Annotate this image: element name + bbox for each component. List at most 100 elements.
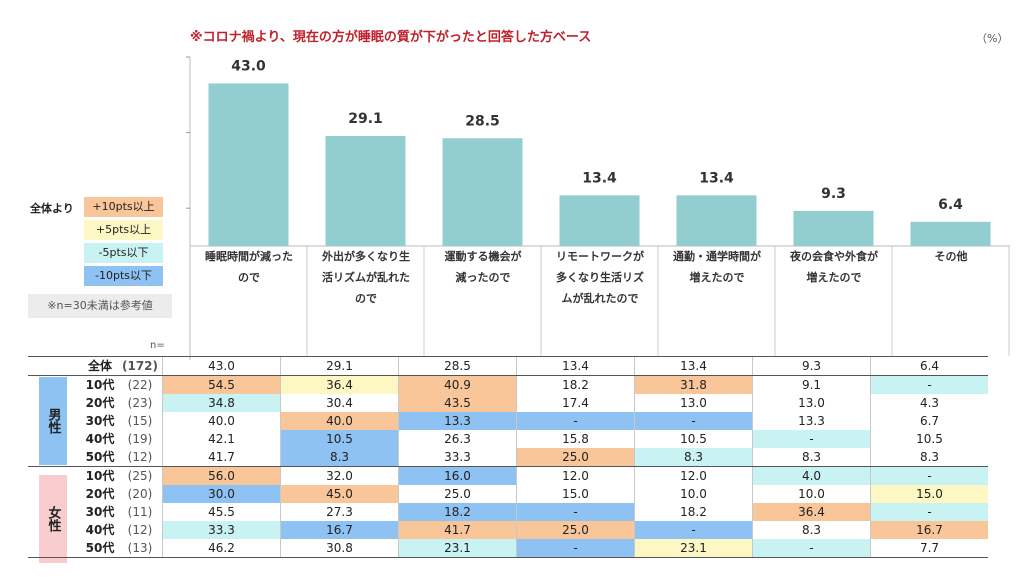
bar-value-label: 13.4 bbox=[699, 170, 734, 186]
row-age: 40代 bbox=[85, 432, 115, 446]
bar bbox=[208, 83, 289, 247]
cell-value: - bbox=[634, 412, 753, 430]
row-age: 30代 bbox=[85, 505, 115, 519]
row-age: 50代 bbox=[82, 448, 118, 467]
table-row: 10代 (22) 54.5 36.4 40.9 18.2 31.8 9.1- bbox=[28, 375, 988, 394]
bar-value-label: 9.3 bbox=[821, 186, 846, 202]
bar bbox=[442, 138, 523, 246]
category-label-line: その他 bbox=[934, 250, 968, 263]
cell-value: 45.0 bbox=[280, 485, 399, 503]
row-age: 20代 bbox=[85, 487, 115, 501]
category-label: 夜の会食や外食が 増えたので bbox=[777, 246, 891, 288]
cell-value: 8.3 bbox=[752, 448, 871, 467]
cell-value: 23.1 bbox=[634, 539, 753, 558]
cell-value: 10.0 bbox=[634, 485, 753, 503]
cell-value: 23.1 bbox=[398, 539, 517, 558]
category-label-line: 夜の会食や外食が bbox=[790, 250, 878, 263]
chart-title: ※コロナ禍より、現在の方が睡眠の質が下がったと回答した方ベース bbox=[190, 30, 592, 45]
cell-value: 13.0 bbox=[634, 394, 753, 412]
row-gap bbox=[28, 430, 82, 448]
row-n: (25) bbox=[127, 469, 153, 483]
category-label-line: ムが乱れたので bbox=[561, 292, 639, 305]
category-label-line: 多くなり生活リズ bbox=[556, 271, 644, 284]
cell-value: 10.5 bbox=[280, 430, 399, 448]
cell-value: 9.3 bbox=[752, 356, 871, 376]
bar-chart: 43.0 29.1 28.5 13.4 13.4 9.3 6.4 bbox=[186, 56, 1010, 360]
cell-value: - bbox=[752, 430, 871, 448]
row-age: 30代 bbox=[85, 414, 115, 428]
row-n: (12) bbox=[118, 448, 163, 467]
bar bbox=[793, 210, 874, 246]
cell-value: - bbox=[870, 375, 988, 394]
breakdown-table: 全体 (172) 43.0 29.1 28.5 13.4 13.4 9.3 6.4 10代 (22)… bbox=[28, 356, 988, 558]
cell-value: 31.8 bbox=[634, 375, 753, 394]
cell-value: 8.3 bbox=[634, 448, 753, 467]
row-gap bbox=[28, 394, 82, 412]
cell-value: 10.0 bbox=[752, 485, 871, 503]
bar bbox=[676, 195, 757, 246]
cell-value: - bbox=[752, 539, 871, 558]
cell-value: - bbox=[516, 412, 635, 430]
row-n: (20) bbox=[127, 487, 153, 501]
row-n: (15) bbox=[127, 414, 153, 428]
category-label-line: 睡眠時間が減った bbox=[205, 250, 293, 263]
row-gap bbox=[28, 467, 82, 486]
bar bbox=[559, 195, 640, 246]
table-row: 50代 (13) 46.2 30.8 23.1-23.1-7.7 bbox=[28, 539, 988, 558]
cell-value: 13.0 bbox=[752, 394, 871, 412]
cell-value: 6.7 bbox=[870, 412, 988, 430]
cell-value: 25.0 bbox=[516, 448, 635, 467]
row-n: (172) bbox=[118, 356, 163, 376]
cell-value: 12.0 bbox=[634, 466, 753, 485]
table-row: 40代 (12) 33.3 16.7 41.7 25.0-8.3 16.7 bbox=[28, 521, 988, 539]
cell-value: 8.3 bbox=[752, 521, 871, 539]
row-n: (11) bbox=[127, 505, 153, 519]
cell-value: 26.3 bbox=[398, 430, 517, 448]
row-gap bbox=[28, 539, 82, 558]
cell-value: 28.5 bbox=[398, 356, 517, 376]
cell-value: 56.0 bbox=[162, 466, 281, 485]
cell-value: 30.8 bbox=[280, 539, 399, 558]
n-label: n= bbox=[150, 340, 165, 351]
cell-value: 9.1 bbox=[752, 375, 871, 394]
cell-value: 41.7 bbox=[398, 521, 517, 539]
cell-value: 34.8 bbox=[162, 394, 281, 412]
category-label: 通勤・通学時間が 増えたので bbox=[660, 246, 774, 288]
table-row: 10代 (25) 56.0 32.0 16.0 12.0 12.0 4.0- bbox=[28, 466, 988, 486]
cell-value: 17.4 bbox=[516, 394, 635, 412]
bar-value-label: 6.4 bbox=[938, 197, 963, 213]
cell-value: 40.0 bbox=[280, 412, 399, 430]
cell-value: 16.7 bbox=[870, 521, 988, 539]
cell-value: 46.2 bbox=[162, 539, 281, 558]
category-label: 運動する機会が 減ったので bbox=[426, 246, 540, 288]
legend-down5: -5pts以下 bbox=[84, 243, 163, 263]
table-row: 30代 (11) 45.5 27.3 18.2-18.2 36.4- bbox=[28, 503, 988, 521]
category-label-line: ので bbox=[238, 271, 260, 284]
cell-value: 13.4 bbox=[516, 356, 635, 376]
category-label-line: 外出が多くなり生 bbox=[322, 250, 410, 263]
cell-value: 16.0 bbox=[398, 466, 517, 485]
row-n: (19) bbox=[127, 432, 153, 446]
row-label: 全体 bbox=[82, 356, 118, 376]
unit-label: （%） bbox=[976, 32, 1009, 45]
table-row: 20代 (23) 34.8 30.4 43.5 17.4 13.0 13.0 4.3 bbox=[28, 394, 988, 412]
cell-value: 7.7 bbox=[870, 539, 988, 558]
row-n: (13) bbox=[118, 539, 163, 558]
category-label: その他 bbox=[894, 246, 1008, 267]
bar-value-label: 43.0 bbox=[231, 58, 266, 74]
category-label: 外出が多くなり生 活リズムが乱れた ので bbox=[309, 246, 423, 309]
row-n: (12) bbox=[127, 523, 153, 537]
row-gap bbox=[28, 485, 82, 503]
row-gap bbox=[28, 503, 82, 521]
category-label-line: 増えたので bbox=[689, 271, 745, 284]
cell-value: 15.0 bbox=[870, 485, 988, 503]
category-label-line: 通勤・通学時間が bbox=[673, 250, 761, 263]
row-age: 20代 bbox=[85, 396, 115, 410]
table-row: 40代 (19) 42.1 10.5 26.3 15.8 10.5-10.5 bbox=[28, 430, 988, 448]
cell-value: 41.7 bbox=[162, 448, 281, 467]
cell-value: 32.0 bbox=[280, 466, 399, 485]
cell-value: - bbox=[870, 466, 988, 485]
legend-up10: +10pts以上 bbox=[84, 197, 163, 217]
row-gap bbox=[28, 412, 82, 430]
table-row: 30代 (15) 40.0 40.0 13.3- -13.3 6.7 bbox=[28, 412, 988, 430]
